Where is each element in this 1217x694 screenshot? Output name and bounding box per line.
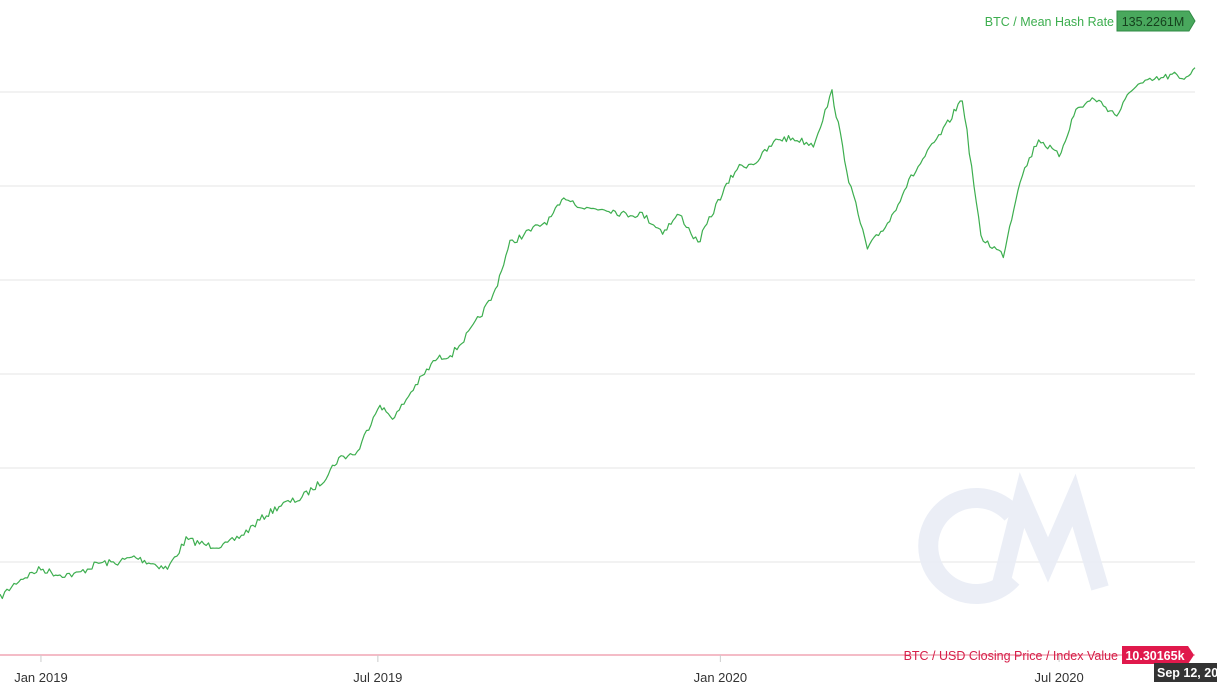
x-axis: Jan 2019 Jul 2019 Jan 2020 Jul 2020 (14, 655, 1084, 685)
hash-rate-series-name: BTC / Mean Hash Rate (985, 15, 1114, 29)
watermark-logo (918, 472, 1109, 604)
grid-lines (0, 91, 1195, 563)
crosshair-date-tag: Sep 12, 20 (1154, 663, 1217, 682)
usd-value-tag: 10.30165k (1122, 646, 1194, 664)
x-tick-label-3: Jul 2020 (1035, 670, 1084, 685)
x-tick-label-2: Jan 2020 (694, 670, 748, 685)
usd-last-value: 10.30165k (1125, 649, 1184, 663)
x-tick-label-0: Jan 2019 (14, 670, 68, 685)
crosshair-date-label: Sep 12, 20 (1157, 666, 1217, 680)
usd-series-name: BTC / USD Closing Price / Index Value (904, 649, 1118, 663)
hash-rate-value-tag: 135.2261M (1116, 10, 1196, 32)
hash-rate-series-line (0, 67, 1196, 600)
x-tick-label-1: Jul 2019 (353, 670, 402, 685)
hash-rate-last-value: 135.2261M (1122, 15, 1185, 29)
